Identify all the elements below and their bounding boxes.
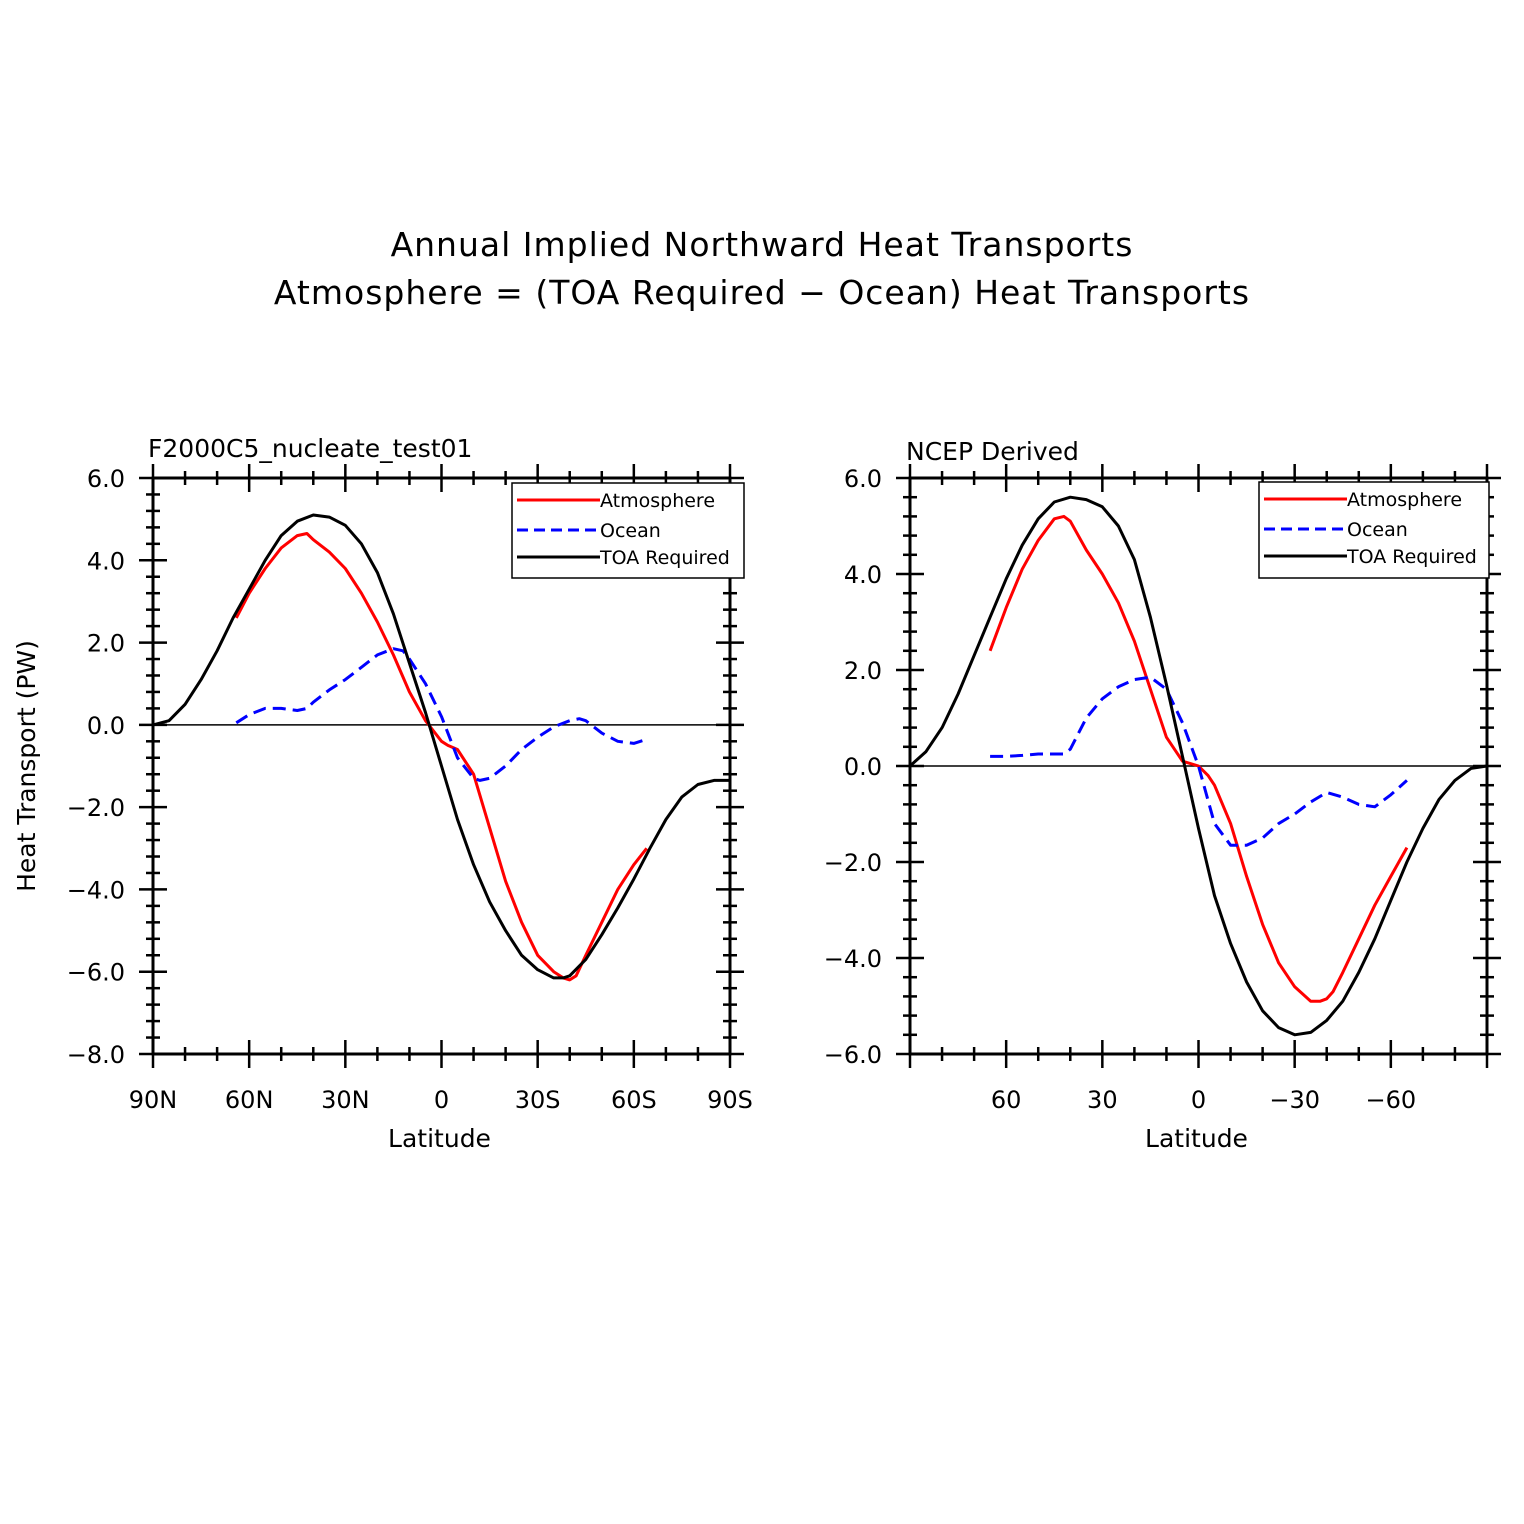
legend-label: Ocean bbox=[600, 520, 661, 542]
y-tick-label: −4.0 bbox=[824, 945, 882, 973]
legend-box bbox=[1258, 481, 1490, 579]
series-line-atmosphere bbox=[988, 514, 1409, 1003]
x-tick-label: −60 bbox=[1366, 1086, 1417, 1114]
panel-ncep: NCEP Derived 6.0 4.0 2.0 0.0 −2.0 −4.0 −6.0 60 30… bbox=[824, 437, 1501, 1153]
legend-label: TOA Required bbox=[1346, 546, 1477, 568]
y-tick-label: −4.0 bbox=[67, 876, 125, 904]
x-tick-label: 0 bbox=[1191, 1086, 1206, 1114]
legend-label: Ocean bbox=[1347, 519, 1408, 541]
y-tick-label: 2.0 bbox=[87, 630, 125, 658]
x-axis-label: Latitude bbox=[1145, 1124, 1248, 1153]
y-tick-label: 0.0 bbox=[844, 753, 882, 781]
legend-label: TOA Required bbox=[599, 547, 730, 569]
y-tick-label: 4.0 bbox=[844, 561, 882, 589]
y-tick-label: 6.0 bbox=[844, 465, 882, 493]
x-tick-label: 60 bbox=[991, 1086, 1022, 1114]
x-tick-label: 30 bbox=[1087, 1086, 1118, 1114]
figure-title-line2: Atmosphere = (TOA Required − Ocean) Heat… bbox=[274, 273, 1250, 312]
x-tick-label: 30S bbox=[515, 1086, 561, 1114]
x-axis-label: Latitude bbox=[388, 1124, 491, 1153]
y-tick-label: −2.0 bbox=[824, 849, 882, 877]
series-line-toa-required bbox=[908, 495, 1488, 1037]
y-tick-label: −6.0 bbox=[824, 1041, 882, 1069]
x-tick-label: −30 bbox=[1269, 1086, 1320, 1114]
legend: Atmosphere Ocean TOA Required bbox=[511, 482, 745, 579]
series-line-ocean bbox=[235, 647, 648, 782]
panel-model: F2000C5_nucleate_test01 6.0 4.0 2.0 0.0 −2.0 −… bbox=[12, 434, 753, 1153]
legend-label: Atmosphere bbox=[1347, 489, 1462, 511]
x-tick-label: 0 bbox=[434, 1086, 449, 1114]
y-tick-label: −2.0 bbox=[67, 794, 125, 822]
series-line-atmosphere bbox=[234, 532, 648, 982]
x-tick-label: 60N bbox=[225, 1086, 274, 1114]
figure-title-line1: Annual Implied Northward Heat Transports bbox=[391, 225, 1134, 264]
x-tick-label: 90N bbox=[129, 1086, 178, 1114]
panel-title: F2000C5_nucleate_test01 bbox=[148, 434, 472, 463]
panel-title: NCEP Derived bbox=[906, 437, 1079, 466]
legend-label: Atmosphere bbox=[600, 490, 715, 512]
legend: Atmosphere Ocean TOA Required bbox=[1258, 481, 1490, 579]
y-tick-label: −6.0 bbox=[67, 959, 125, 987]
series-line-toa-required bbox=[152, 513, 730, 980]
x-tick-label: 60S bbox=[611, 1086, 657, 1114]
y-axis-label: Heat Transport (PW) bbox=[12, 640, 41, 892]
series-line-ocean bbox=[990, 675, 1408, 847]
y-tick-label: 0.0 bbox=[87, 712, 125, 740]
y-tick-label: 2.0 bbox=[844, 657, 882, 685]
y-tick-label: 6.0 bbox=[87, 465, 125, 493]
x-tick-label: 90S bbox=[707, 1086, 753, 1114]
x-tick-label: 30N bbox=[321, 1086, 370, 1114]
y-tick-label: 4.0 bbox=[87, 547, 125, 575]
y-tick-label: −8.0 bbox=[67, 1041, 125, 1069]
